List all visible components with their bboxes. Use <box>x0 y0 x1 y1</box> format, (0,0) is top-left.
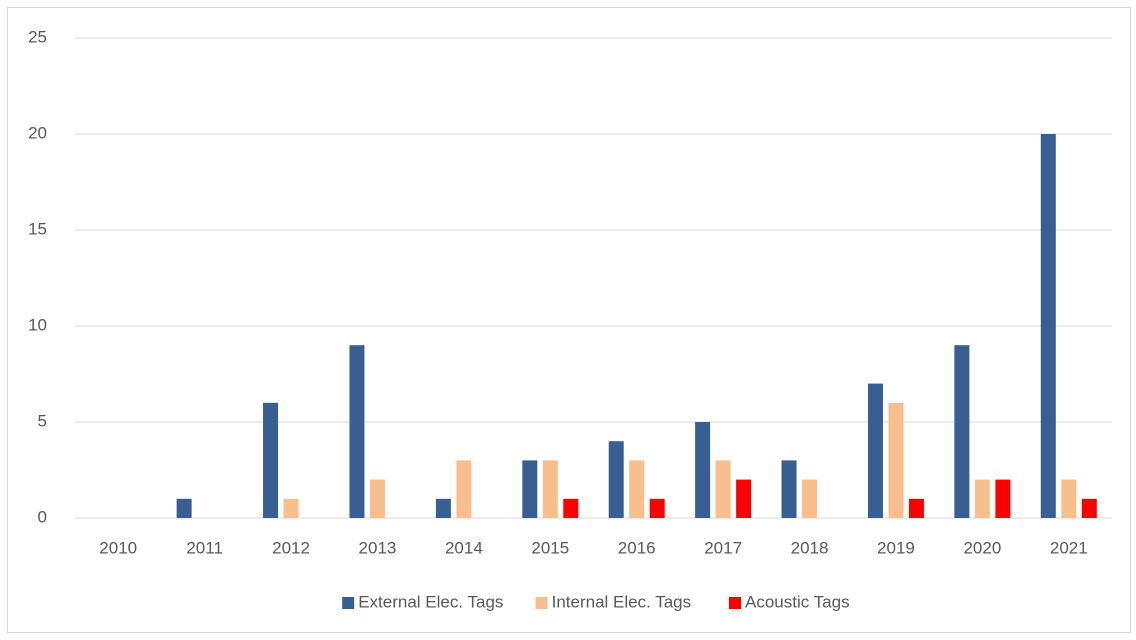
bar <box>888 402 904 518</box>
bar <box>563 498 579 518</box>
y-tick-label: 25 <box>28 27 47 46</box>
bar <box>1040 134 1056 518</box>
bar <box>629 460 645 518</box>
bar <box>349 345 365 518</box>
y-tick-label: 0 <box>38 507 47 526</box>
bar <box>995 479 1011 518</box>
x-tick-label: 2017 <box>704 538 742 557</box>
y-tick-label: 15 <box>28 219 47 238</box>
bar <box>695 422 711 518</box>
bar <box>1081 498 1097 518</box>
x-tick-label: 2013 <box>359 538 397 557</box>
bar <box>867 383 883 518</box>
x-tick-label: 2016 <box>618 538 656 557</box>
bar <box>456 460 472 518</box>
x-tick-label: 2018 <box>791 538 829 557</box>
legend-label: Acoustic Tags <box>745 592 850 611</box>
y-tick-label: 5 <box>38 411 47 430</box>
y-tick-label: 20 <box>28 123 47 142</box>
bar <box>263 402 279 518</box>
bar <box>715 460 731 518</box>
bar <box>954 345 970 518</box>
legend-swatch <box>342 597 355 609</box>
bar <box>435 498 451 518</box>
bar <box>176 498 192 518</box>
bar <box>908 498 924 518</box>
legend-label: External Elec. Tags <box>358 592 503 611</box>
x-tick-label: 2011 <box>186 538 223 557</box>
y-tick-label: 10 <box>28 315 47 334</box>
bar <box>369 479 385 518</box>
chart-frame <box>7 7 1131 633</box>
bar <box>283 498 299 518</box>
bar <box>802 479 818 518</box>
x-tick-label: 2015 <box>531 538 569 557</box>
x-tick-label: 2014 <box>445 538 483 557</box>
bar <box>974 479 990 518</box>
legend-label: Internal Elec. Tags <box>552 592 692 611</box>
x-tick-label: 2021 <box>1050 538 1088 557</box>
legend-swatch <box>729 597 741 609</box>
bar <box>781 460 797 518</box>
bar <box>1061 479 1077 518</box>
x-tick-label: 2012 <box>272 538 310 557</box>
x-tick-label: 2010 <box>99 538 137 557</box>
bar <box>608 441 624 518</box>
x-tick-label: 2019 <box>877 538 915 557</box>
bar <box>736 479 752 518</box>
legend-swatch <box>535 597 548 609</box>
bar <box>522 460 538 518</box>
x-tick-label: 2020 <box>963 538 1001 557</box>
bar <box>649 498 665 518</box>
bar <box>542 460 558 518</box>
